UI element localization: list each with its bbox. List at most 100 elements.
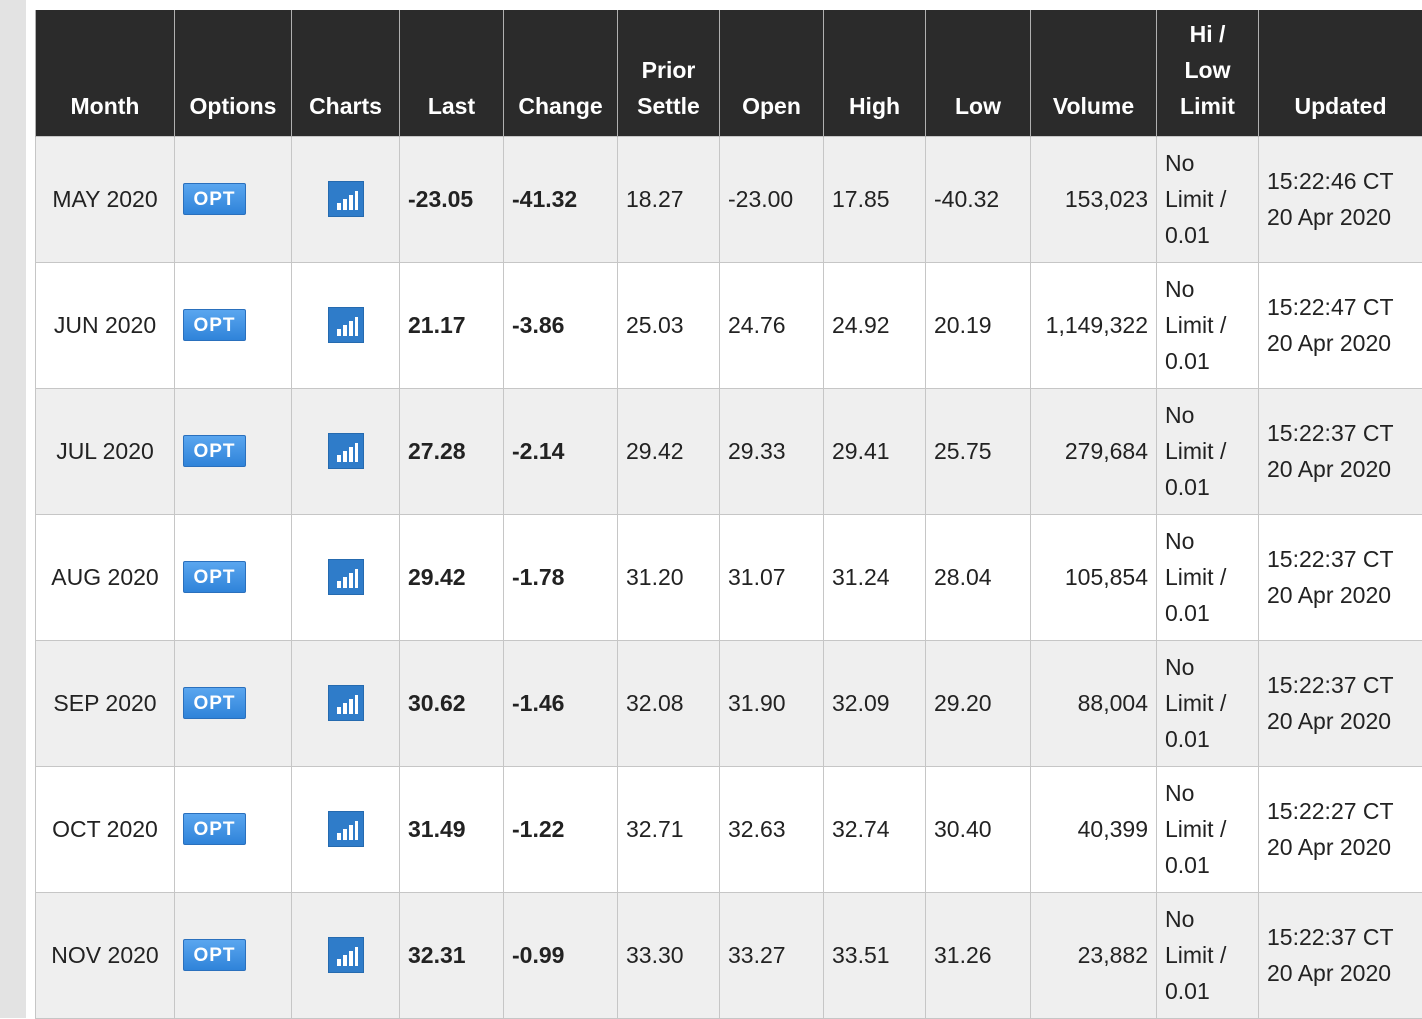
column-header-low[interactable]: Low <box>926 10 1031 136</box>
bar-chart-icon[interactable] <box>328 811 364 847</box>
limit-line: Limit / <box>1165 816 1226 842</box>
column-header-label: Hi / <box>1190 21 1226 47</box>
high-cell: 33.51 <box>824 892 926 1018</box>
column-header-options[interactable]: Options <box>175 10 292 136</box>
column-header-label: Open <box>742 93 801 119</box>
updated-line: 20 Apr 2020 <box>1267 204 1391 230</box>
limit-line: Limit / <box>1165 438 1226 464</box>
contract-month: OCT 2020 <box>52 816 158 842</box>
change-cell: -1.22 <box>504 766 618 892</box>
column-header-label: High <box>849 93 900 119</box>
last-cell: 27.28 <box>400 388 504 514</box>
prior-settle-cell: 33.30 <box>618 892 720 1018</box>
column-header-label: Low <box>1185 57 1231 83</box>
options-button[interactable]: OPT <box>183 687 246 719</box>
volume-value: 88,004 <box>1078 690 1148 716</box>
volume-cell: 279,684 <box>1031 388 1157 514</box>
bar-chart-icon[interactable] <box>328 559 364 595</box>
charts-cell <box>292 136 400 262</box>
high-cell: 32.74 <box>824 766 926 892</box>
options-cell: OPT <box>175 388 292 514</box>
column-header-label: Limit <box>1180 93 1235 119</box>
volume-cell: 105,854 <box>1031 514 1157 640</box>
charts-cell <box>292 388 400 514</box>
column-header-updated[interactable]: Updated <box>1259 10 1422 136</box>
prior-settle-cell: 25.03 <box>618 262 720 388</box>
options-button[interactable]: OPT <box>183 813 246 845</box>
options-button[interactable]: OPT <box>183 435 246 467</box>
prior-settle-cell: 18.27 <box>618 136 720 262</box>
prior-settle-cell: 29.42 <box>618 388 720 514</box>
limit-line: 0.01 <box>1165 600 1210 626</box>
column-header-change[interactable]: Change <box>504 10 618 136</box>
prior-settle-cell: 32.71 <box>618 766 720 892</box>
last-cell: 30.62 <box>400 640 504 766</box>
bar-chart-icon[interactable] <box>328 433 364 469</box>
column-header-label: Charts <box>309 93 382 119</box>
month-cell: MAY 2020 <box>36 136 175 262</box>
column-header-last[interactable]: Last <box>400 10 504 136</box>
last-price: 31.49 <box>408 816 466 842</box>
column-header-label: Month <box>71 93 140 119</box>
bar-chart-icon[interactable] <box>328 685 364 721</box>
limit-line: No <box>1165 150 1194 176</box>
high-value: 32.74 <box>832 816 890 842</box>
high-value: 29.41 <box>832 438 890 464</box>
limit-line: 0.01 <box>1165 852 1210 878</box>
low-value: 25.75 <box>934 438 992 464</box>
column-header-high[interactable]: High <box>824 10 926 136</box>
page-left-gutter <box>0 0 26 1018</box>
options-button[interactable]: OPT <box>183 939 246 971</box>
high-value: 31.24 <box>832 564 890 590</box>
options-button[interactable]: OPT <box>183 309 246 341</box>
updated-line: 20 Apr 2020 <box>1267 330 1391 356</box>
options-button[interactable]: OPT <box>183 183 246 215</box>
low-value: 31.26 <box>934 942 992 968</box>
bar-chart-icon[interactable] <box>328 307 364 343</box>
volume-cell: 88,004 <box>1031 640 1157 766</box>
options-button[interactable]: OPT <box>183 561 246 593</box>
volume-value: 105,854 <box>1065 564 1148 590</box>
last-cell: 21.17 <box>400 262 504 388</box>
options-cell: OPT <box>175 514 292 640</box>
limit-line: 0.01 <box>1165 474 1210 500</box>
volume-value: 153,023 <box>1065 186 1148 212</box>
change-cell: -0.99 <box>504 892 618 1018</box>
bar-chart-icon[interactable] <box>328 937 364 973</box>
high-value: 24.92 <box>832 312 890 338</box>
column-header-label: Options <box>190 93 277 119</box>
high-value: 17.85 <box>832 186 890 212</box>
prior-settle-value: 33.30 <box>626 942 684 968</box>
column-header-month[interactable]: Month <box>36 10 175 136</box>
price-change: -1.78 <box>512 564 564 590</box>
price-change: -3.86 <box>512 312 564 338</box>
change-cell: -41.32 <box>504 136 618 262</box>
column-header-volume[interactable]: Volume <box>1031 10 1157 136</box>
volume-cell: 153,023 <box>1031 136 1157 262</box>
low-value: 29.20 <box>934 690 992 716</box>
volume-cell: 1,149,322 <box>1031 262 1157 388</box>
bar-chart-icon[interactable] <box>328 181 364 217</box>
column-header-charts[interactable]: Charts <box>292 10 400 136</box>
column-header-open[interactable]: Open <box>720 10 824 136</box>
limit-line: Limit / <box>1165 690 1226 716</box>
updated-line: 20 Apr 2020 <box>1267 708 1391 734</box>
last-price: 27.28 <box>408 438 466 464</box>
column-header-hilow-limit[interactable]: Hi / Low Limit <box>1157 10 1259 136</box>
charts-cell <box>292 892 400 1018</box>
updated-line: 20 Apr 2020 <box>1267 834 1391 860</box>
volume-cell: 23,882 <box>1031 892 1157 1018</box>
open-value: 32.63 <box>728 816 786 842</box>
